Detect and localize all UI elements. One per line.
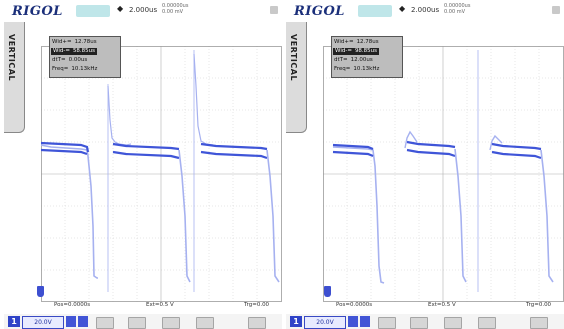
waveform-display: VERTICAL Wid+= 12.78us Wid-= 58.85us dtT= 0… — [4, 22, 282, 306]
vertical-menu-label: VERTICAL — [7, 34, 16, 82]
measurement-row: Freq= 10.13kHz — [52, 66, 98, 72]
vertical-menu-tab[interactable]: VERTICAL — [286, 22, 307, 133]
channel-bandwidth-icon[interactable] — [360, 316, 370, 327]
vertical-menu-label: VERTICAL — [289, 34, 298, 82]
trigger-source-readout: Ext=0.5 V — [428, 302, 456, 308]
channel-3-tab[interactable] — [410, 317, 428, 329]
channel-4-tab[interactable] — [444, 317, 462, 329]
run-status-indicator[interactable] — [76, 5, 110, 17]
math-tab[interactable] — [196, 317, 214, 329]
ref-tab[interactable] — [530, 317, 548, 329]
trigger-mode-icon: ◆ — [117, 4, 124, 13]
scope-panel-left: RIGOL ◆ 2.000us 0.00000us 0.00 mV — [4, 0, 282, 329]
channel-4-tab[interactable] — [162, 317, 180, 329]
run-status-indicator[interactable] — [358, 5, 392, 17]
trigger-level-readout: Trg=0.00 — [526, 302, 552, 308]
channel-ground-marker-icon[interactable] — [324, 286, 331, 297]
measurement-readout-box: Wid+= 12.78us Wid-= 58.85us dtT= 0.00us Fre… — [49, 36, 121, 78]
delay-readout: 0.00000us 0.00 mV — [162, 3, 189, 15]
waveform-trace — [41, 50, 280, 292]
ref-tab[interactable] — [248, 317, 266, 329]
measurement-row: dtT= 0.00us — [52, 57, 88, 63]
measurement-row: Freq= 10.13kHz — [334, 66, 380, 72]
timebase-readout: 2.000us — [129, 6, 158, 14]
channel-2-tab[interactable] — [96, 317, 114, 329]
measurement-readout-box: Wid+= 12.78us Wid-= 98.85us dtT= 12.00us Fr… — [331, 36, 403, 78]
math-tab[interactable] — [478, 317, 496, 329]
scope-panel-right: RIGOL ◆ 2.000us 0.00000us 0.00 mV — [286, 0, 564, 329]
vertical-menu-tab[interactable]: VERTICAL — [4, 22, 25, 133]
channel-ground-marker-icon[interactable] — [37, 286, 44, 297]
waveform-display: VERTICAL Wid+= 12.78us Wid-= 98.85us dtT= 1… — [286, 22, 564, 306]
channel-coupling-icon[interactable] — [348, 316, 358, 327]
trigger-source-readout: Ext=0.5 V — [146, 302, 174, 308]
brand-logo: RIGOL — [12, 4, 63, 19]
channel-1-badge[interactable]: 1 — [8, 316, 20, 327]
channel-coupling-icon[interactable] — [66, 316, 76, 327]
delay-readout: 0.00000us 0.00 mV — [444, 3, 471, 15]
measurement-row: Wid+= 12.78us — [52, 39, 97, 45]
brand-logo: RIGOL — [294, 4, 345, 19]
channel-2-tab[interactable] — [378, 317, 396, 329]
channel-3-tab[interactable] — [128, 317, 146, 329]
channel-1-scale[interactable]: 20.0V — [304, 316, 346, 329]
graticule-grid — [323, 46, 564, 302]
channel-status-bar: 1 20.0V — [4, 314, 282, 329]
channel-1-badge[interactable]: 1 — [290, 316, 302, 327]
horizontal-position-readout: Pos=0.0000s — [54, 302, 91, 308]
trigger-level-readout: Trg=0.00 — [244, 302, 270, 308]
waveform-trace — [332, 50, 554, 292]
scroll-indicator-icon[interactable] — [552, 6, 560, 14]
timebase-readout: 2.000us — [411, 6, 440, 14]
channel-1-scale[interactable]: 20.0V — [22, 316, 64, 329]
measurement-row: dtT= 12.00us — [334, 57, 373, 63]
trigger-mode-icon: ◆ — [399, 4, 406, 13]
scope-top-bar: RIGOL ◆ 2.000us 0.00000us 0.00 mV — [286, 0, 564, 22]
measurement-row-selected: Wid-= 58.85us — [51, 48, 98, 55]
graticule-grid — [41, 46, 282, 302]
scope-top-bar: RIGOL ◆ 2.000us 0.00000us 0.00 mV — [4, 0, 282, 22]
measurement-row-selected: Wid-= 98.85us — [333, 48, 380, 55]
channel-bandwidth-icon[interactable] — [78, 316, 88, 327]
measurement-row: Wid+= 12.78us — [334, 39, 379, 45]
horizontal-position-readout: Pos=0.0000s — [336, 302, 373, 308]
channel-status-bar: 1 20.0V — [286, 314, 564, 329]
scroll-indicator-icon[interactable] — [270, 6, 278, 14]
